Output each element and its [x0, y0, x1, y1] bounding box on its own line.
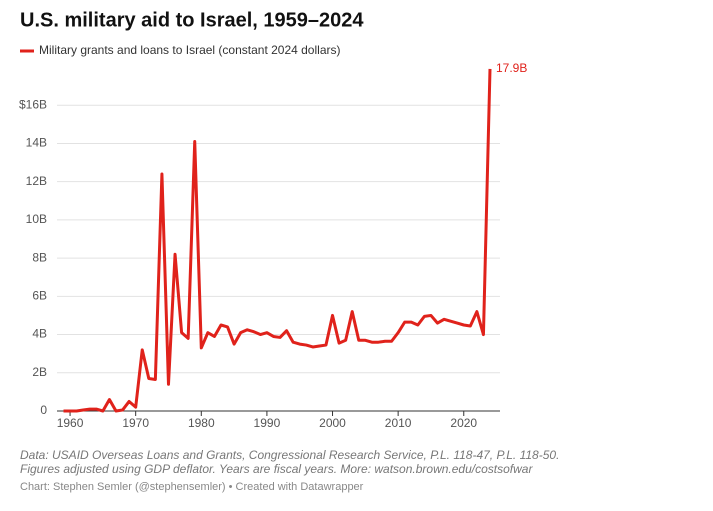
- y-tick-label: 4B: [32, 327, 47, 341]
- y-tick-label: 14B: [26, 136, 47, 150]
- y-tick-label: 12B: [26, 174, 47, 188]
- y-tick-label: 8B: [32, 250, 47, 264]
- chart-title: U.S. military aid to Israel, 1959–2024: [20, 9, 364, 31]
- y-tick-label: 0: [40, 403, 47, 417]
- y-tick-label: 6B: [32, 289, 47, 303]
- data-line: [63, 68, 492, 413]
- credit: Chart: Stephen Semler (@stephensemler) •…: [20, 481, 364, 493]
- data-label: 17.9B: [496, 61, 527, 75]
- x-tick-label: 2020: [450, 416, 477, 430]
- y-tick-label: 10B: [26, 212, 47, 226]
- x-tick-label: 1960: [57, 416, 84, 430]
- y-tick-label: $16B: [19, 97, 47, 111]
- x-tick-label: 1980: [188, 416, 215, 430]
- x-tick-label: 1990: [254, 416, 281, 430]
- note: Figures adjusted using GDP deflator. Yea…: [20, 462, 533, 476]
- y-tick-label: 2B: [32, 365, 47, 379]
- note: Data: USAID Overseas Loans and Grants, C…: [20, 448, 559, 462]
- x-tick-label: 1970: [122, 416, 149, 430]
- x-tick-label: 2000: [319, 416, 346, 430]
- x-tick-label: 2010: [385, 416, 412, 430]
- legend-label: Military grants and loans to Israel (con…: [39, 43, 340, 57]
